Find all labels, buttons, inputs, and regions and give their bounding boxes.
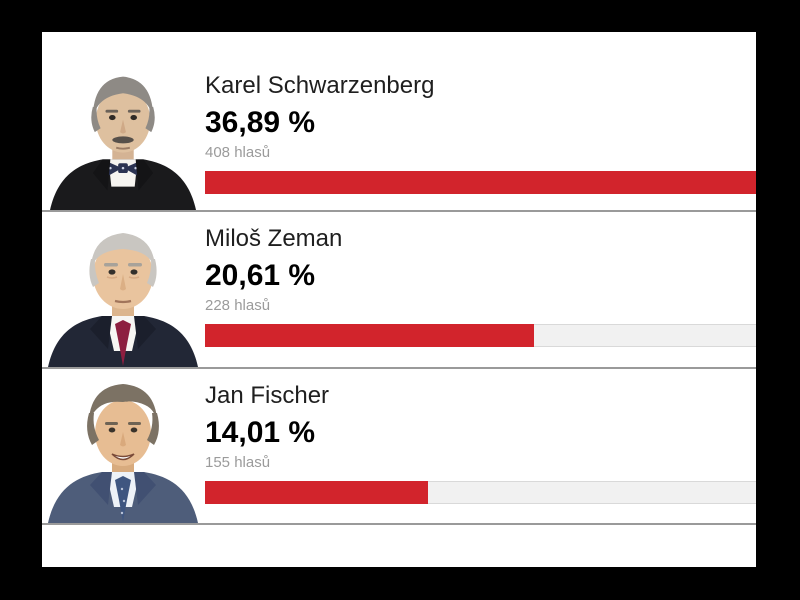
- vote-bar-fill: [205, 481, 429, 504]
- jan-fischer-portrait-icon: [48, 384, 198, 523]
- candidate-photo: [42, 368, 205, 523]
- karel-schwarzenberg-portrait-icon: [50, 76, 197, 210]
- candidate-name: Miloš Zeman: [205, 225, 343, 252]
- panel-footer: [42, 525, 756, 567]
- vote-bar-track: [205, 171, 756, 194]
- candidate-vote-count: 155 hlasů: [205, 454, 271, 471]
- candidate-percent: 36,89 %: [205, 106, 316, 139]
- candidate-row: Jan Fischer 14,01 % 155 hlasů: [42, 369, 756, 525]
- candidate-photo: [42, 212, 205, 367]
- candidate-photo: [42, 64, 205, 210]
- vote-bar-track: [205, 324, 756, 347]
- candidate-percent: 14,01 %: [205, 416, 316, 449]
- milos-zeman-portrait-icon: [48, 233, 198, 367]
- candidate-vote-count: 228 hlasů: [205, 297, 271, 314]
- candidate-name: Jan Fischer: [205, 382, 330, 409]
- vote-bar-fill: [205, 324, 534, 347]
- candidate-row: Karel Schwarzenberg 36,89 % 408 hlasů: [42, 32, 756, 212]
- candidate-percent: 20,61 %: [205, 259, 316, 292]
- candidate-row: Miloš Zeman 20,61 % 228 hlasů: [42, 212, 756, 369]
- vote-bar-fill: [205, 171, 756, 194]
- vote-bar-track: [205, 481, 756, 504]
- poll-results-panel: Karel Schwarzenberg 36,89 % 408 hlasů: [42, 32, 756, 567]
- candidate-name: Karel Schwarzenberg: [205, 72, 435, 99]
- candidate-vote-count: 408 hlasů: [205, 144, 271, 161]
